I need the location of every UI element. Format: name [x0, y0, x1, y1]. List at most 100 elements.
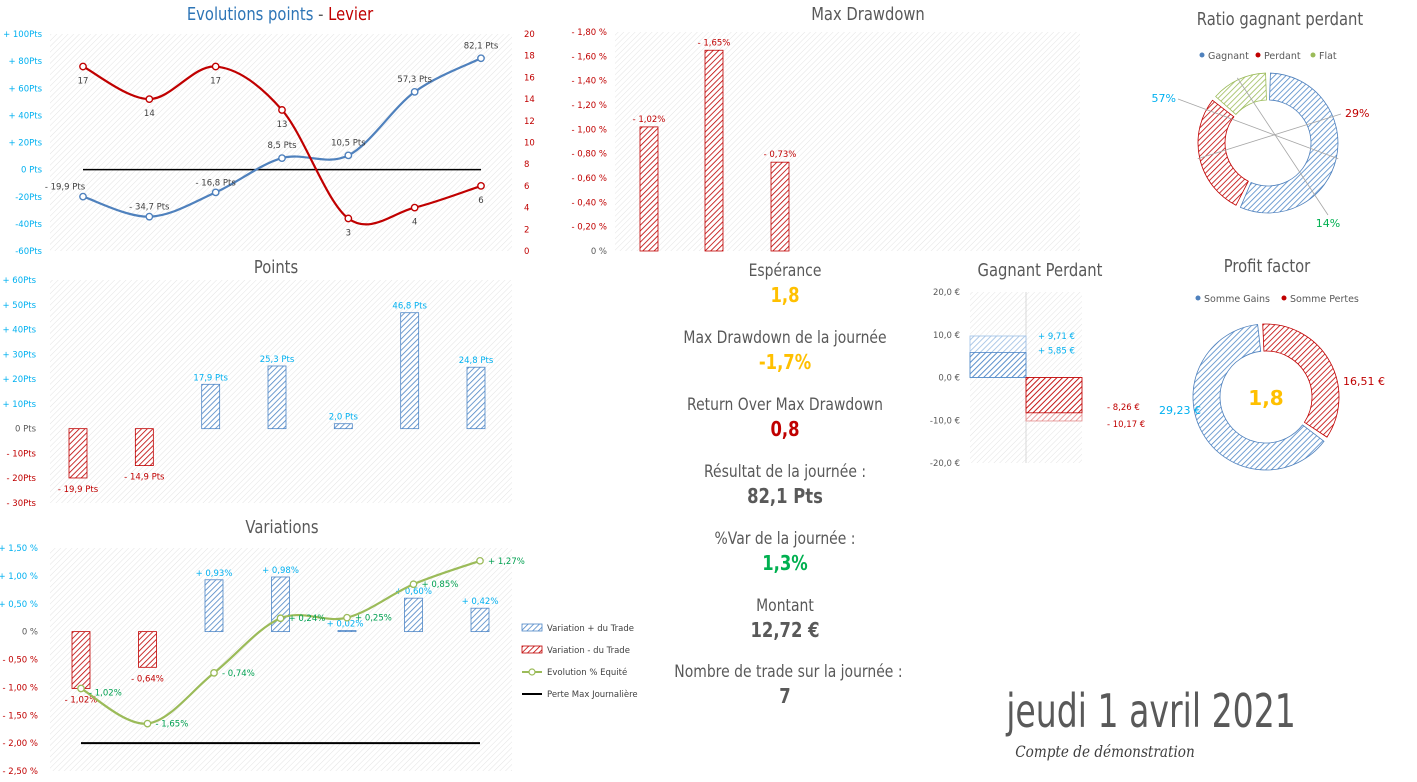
legend-entry: Gagnant — [1208, 51, 1249, 62]
points-bar-label: - 19,9 Pts — [58, 485, 99, 495]
y-tick-label: - 1,60 % — [572, 52, 607, 62]
ratio-chart: Gagnant Perdant Flat 57% 29% 14% — [1152, 51, 1370, 230]
legend-entry: Somme Pertes — [1290, 294, 1359, 305]
y2-tick-label: 14 — [524, 95, 535, 105]
drawdown-chart-title: Max Drawdown — [811, 4, 925, 25]
levier-data-label: 13 — [277, 120, 288, 130]
y2-tick-label: 12 — [524, 117, 535, 127]
points-chart: + 60Pts + 50Pts + 40Pts + 30Pts + 20Pts + 10P… — [2, 276, 512, 509]
points-data-label: 8,5 Pts — [267, 141, 297, 151]
stat-return-over-drawdown: Return Over Max Drawdown 0,8 — [650, 395, 920, 441]
levier-marker — [344, 214, 353, 223]
y-tick-label: + 100Pts — [3, 30, 43, 40]
levier-data-label: 14 — [144, 109, 155, 119]
variations-chart: + 1,50 % + 1,00 % + 0,50 % 0 % - 0,50 % - 1,0… — [0, 544, 638, 777]
win-avg-bar — [969, 352, 1027, 378]
y-tick-label: - 0,80 % — [572, 150, 607, 160]
points-data-label: 57,3 Pts — [397, 75, 432, 85]
ratio-slice — [1239, 72, 1339, 214]
variation-bar-label: - 1,02% — [65, 695, 98, 705]
points-marker — [211, 188, 220, 197]
y-tick-label: + 40Pts — [2, 326, 36, 336]
drawdown-bar — [770, 161, 790, 252]
variation-bar — [71, 631, 91, 689]
variation-bar — [204, 579, 224, 633]
variation-bar-label: + 0,60% — [395, 587, 432, 597]
variation-bar — [138, 631, 157, 668]
loss-avg-bar — [1025, 377, 1083, 414]
legend-dot — [1255, 52, 1261, 58]
stat-value: 7 — [779, 684, 791, 708]
stat-label: %Var de la journée : — [714, 529, 856, 549]
levier-data-label: 4 — [412, 218, 417, 228]
y-tick-label: - 20Pts — [7, 474, 37, 484]
y-tick-label: + 0,50 % — [0, 600, 38, 610]
y2-tick-label: 0 — [524, 247, 529, 257]
points-marker — [477, 54, 485, 63]
points-data-label: 82,1 Pts — [464, 41, 499, 51]
y-tick-label: - 1,80 % — [572, 28, 607, 38]
points-bar-label: - 14,9 Pts — [124, 473, 165, 483]
points-data-label: - 34,7 Pts — [129, 203, 170, 213]
y-tick-label: + 10Pts — [2, 400, 36, 410]
stat-value: 1,8 — [770, 283, 800, 307]
legend-dot — [1195, 295, 1201, 301]
levier-marker — [477, 181, 485, 190]
y-tick-label: + 1,50 % — [0, 544, 38, 554]
equity-marker — [476, 556, 484, 565]
stat-value: 82,1 Pts — [747, 484, 823, 508]
ratio-chart-title: Ratio gagnant perdant — [1196, 9, 1364, 30]
ratio-leader-line — [1177, 98, 1339, 160]
legend-entry: Somme Gains — [1204, 294, 1270, 305]
y-tick-label: -20Pts — [15, 193, 42, 203]
points-bar — [466, 366, 486, 430]
levier-marker — [211, 62, 220, 71]
y2-tick-label: 2 — [524, 225, 529, 235]
points-chart-title: Points — [253, 257, 299, 278]
y-tick-label: - 0,40 % — [572, 198, 607, 208]
variation-bar-label: + 0,42% — [462, 597, 499, 607]
legend-dot — [1281, 295, 1287, 301]
y-tick-label: - 1,40 % — [572, 77, 607, 87]
y-tick-label: -20,0 € — [930, 459, 960, 469]
stat-value: 1,3% — [762, 551, 808, 575]
points-bar — [333, 423, 353, 430]
stat-label: Nombre de trade sur la journée : — [674, 662, 903, 682]
stat-value: 0,8 — [770, 417, 800, 441]
equity-label: + 0,24% — [289, 614, 326, 624]
points-bar — [68, 428, 88, 479]
levier-marker — [410, 203, 419, 212]
drawdown-bar-label: - 1,02% — [633, 115, 666, 125]
y-tick-label: + 20Pts — [2, 375, 36, 385]
y2-tick-label: 16 — [524, 73, 535, 83]
y-tick-label: + 60Pts — [2, 276, 36, 286]
y2-tick-label: 8 — [524, 160, 529, 170]
points-bar — [201, 383, 221, 430]
y-tick-label: 0 Pts — [15, 425, 37, 435]
y-tick-label: + 60Pts — [8, 84, 42, 94]
levier-data-label: 3 — [346, 228, 351, 238]
evolution-chart: + 100Pts + 80Pts + 60Pts + 40Pts + 20Pts 0 Pt… — [3, 30, 535, 257]
points-data-label: - 16,8 Pts — [196, 178, 237, 188]
y2-tick-label: 20 — [524, 30, 535, 40]
y-tick-label: + 30Pts — [2, 350, 36, 360]
y-tick-label: + 1,00 % — [0, 572, 38, 582]
profit-slice-gains — [1192, 324, 1325, 471]
y-tick-label: 0,0 € — [938, 374, 960, 384]
variation-bar-label: + 0,93% — [196, 569, 233, 579]
gagnant-chart-title: Gagnant Perdant — [977, 260, 1103, 281]
loss-avg-label: - 8,26 € — [1107, 403, 1140, 413]
equity-marker — [409, 580, 418, 589]
evolution-title-points: Evolutions points — [186, 4, 314, 25]
y-tick-label: + 50Pts — [2, 301, 36, 311]
evolution-title-sep: - — [313, 4, 329, 25]
date-label: jeudi 1 avril 2021 — [1006, 684, 1296, 738]
points-data-label: - 19,9 Pts — [45, 183, 86, 193]
variation-bar-label: + 0,98% — [262, 566, 299, 576]
variation-bar-label: + 0,02% — [327, 620, 364, 630]
equity-marker — [210, 669, 218, 677]
ratio-leader-line — [1237, 77, 1329, 216]
points-bar — [267, 365, 287, 430]
stat-label: Espérance — [748, 261, 822, 281]
win-avg-label: + 5,85 € — [1038, 346, 1075, 356]
